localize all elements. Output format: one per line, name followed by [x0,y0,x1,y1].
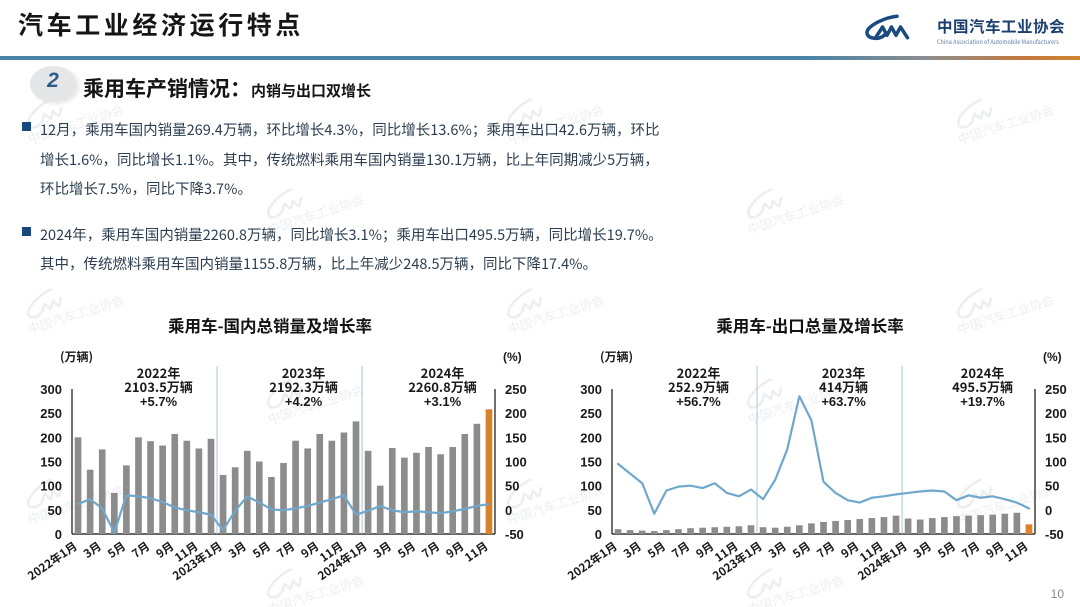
svg-text:9月: 9月 [983,538,1007,562]
svg-text:150: 150 [1045,430,1067,445]
svg-text:(%): (%) [1043,350,1062,364]
svg-text:5月: 5月 [790,538,814,562]
svg-text:3月: 3月 [225,538,249,562]
svg-text:5月: 5月 [645,538,669,562]
svg-text:+19.7%: +19.7% [960,394,1005,409]
svg-text:300: 300 [580,382,602,397]
svg-text:9月: 9月 [153,538,177,562]
svg-text:5月: 5月 [935,538,959,562]
svg-text:2022年1月: 2022年1月 [25,538,81,584]
svg-text:100: 100 [40,479,62,494]
svg-text:7月: 7月 [669,538,693,562]
svg-text:100: 100 [505,455,527,470]
svg-text:3月: 3月 [765,538,789,562]
svg-text:50: 50 [505,479,519,494]
svg-text:7月: 7月 [129,538,153,562]
svg-text:250: 250 [1045,382,1067,397]
svg-text:200: 200 [580,430,602,445]
svg-text:0: 0 [505,503,512,518]
svg-text:0: 0 [55,527,62,542]
svg-text:200: 200 [505,406,527,421]
svg-text:3月: 3月 [910,538,934,562]
svg-text:11月: 11月 [1002,538,1032,565]
svg-text:50: 50 [1045,479,1059,494]
svg-text:50: 50 [48,503,62,518]
svg-text:100: 100 [1045,455,1067,470]
svg-text:5月: 5月 [105,538,129,562]
svg-text:+56.7%: +56.7% [676,394,721,409]
svg-text:-50: -50 [1045,527,1064,542]
svg-text:7月: 7月 [814,538,838,562]
svg-text:5月: 5月 [250,538,274,562]
svg-text:150: 150 [505,430,527,445]
svg-text:乘用车-国内总销量及增长率: 乘用车-国内总销量及增长率 [168,313,372,337]
svg-text:9月: 9月 [298,538,322,562]
svg-text:+3.1%: +3.1% [424,394,462,409]
svg-text:0: 0 [1045,503,1052,518]
svg-text:7月: 7月 [959,538,983,562]
svg-text:2022年1月: 2022年1月 [565,538,621,584]
svg-text:50: 50 [588,503,602,518]
svg-text:3月: 3月 [80,538,104,562]
svg-text:9月: 9月 [693,538,717,562]
svg-text:9月: 9月 [443,538,467,562]
svg-text:250: 250 [505,382,527,397]
svg-text:11月: 11月 [462,538,492,565]
svg-text:250: 250 [40,406,62,421]
svg-text:5月: 5月 [395,538,419,562]
svg-text:-50: -50 [505,527,524,542]
svg-text:300: 300 [40,382,62,397]
svg-text:(万辆): (万辆) [60,348,93,365]
svg-text:200: 200 [1045,406,1067,421]
svg-text:150: 150 [580,455,602,470]
svg-text:3月: 3月 [370,538,394,562]
svg-text:0: 0 [595,527,602,542]
svg-text:200: 200 [40,430,62,445]
svg-text:(%): (%) [503,350,522,364]
svg-text:7月: 7月 [419,538,443,562]
svg-text:100: 100 [580,479,602,494]
svg-text:+5.7%: +5.7% [140,394,178,409]
svg-text:7月: 7月 [274,538,298,562]
svg-text:乘用车-出口总量及增长率: 乘用车-出口总量及增长率 [716,313,904,337]
svg-text:250: 250 [580,406,602,421]
svg-text:(万辆): (万辆) [600,348,633,365]
svg-text:3月: 3月 [620,538,644,562]
svg-text:+63.7%: +63.7% [821,394,866,409]
svg-text:9月: 9月 [838,538,862,562]
svg-text:+4.2%: +4.2% [285,394,323,409]
svg-text:150: 150 [40,455,62,470]
